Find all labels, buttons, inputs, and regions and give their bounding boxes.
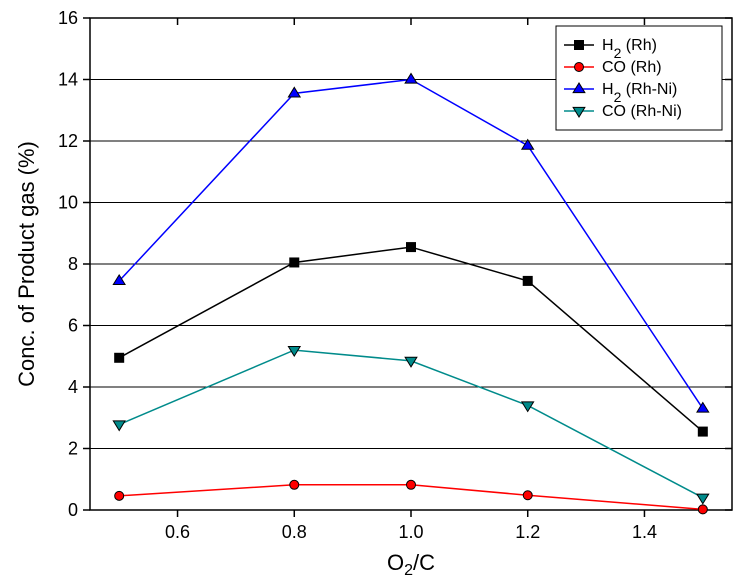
chart-container: 0.60.81.01.21.40246810121416O2/CConc. of…	[0, 0, 754, 587]
x-tick-label: 0.8	[282, 522, 307, 542]
y-tick-label: 14	[58, 70, 78, 90]
x-tick-label: 1.2	[515, 522, 540, 542]
y-tick-label: 0	[68, 500, 78, 520]
line-chart: 0.60.81.01.21.40246810121416O2/CConc. of…	[0, 0, 754, 587]
x-tick-label: 1.0	[398, 522, 423, 542]
legend-label: CO (Rh)	[602, 59, 662, 76]
legend: H2 (Rh)CO (Rh)H2 (Rh-Ni)CO (Rh-Ni)	[556, 26, 722, 130]
y-tick-label: 6	[68, 316, 78, 336]
y-tick-label: 16	[58, 8, 78, 28]
y-axis-label: Conc. of Product gas (%)	[14, 141, 39, 387]
y-tick-label: 8	[68, 254, 78, 274]
x-tick-label: 0.6	[165, 522, 190, 542]
legend-label: CO (Rh-Ni)	[602, 103, 682, 120]
y-tick-label: 10	[58, 193, 78, 213]
y-tick-label: 4	[68, 377, 78, 397]
x-tick-label: 1.4	[632, 522, 657, 542]
y-tick-label: 12	[58, 131, 78, 151]
y-tick-label: 2	[68, 439, 78, 459]
